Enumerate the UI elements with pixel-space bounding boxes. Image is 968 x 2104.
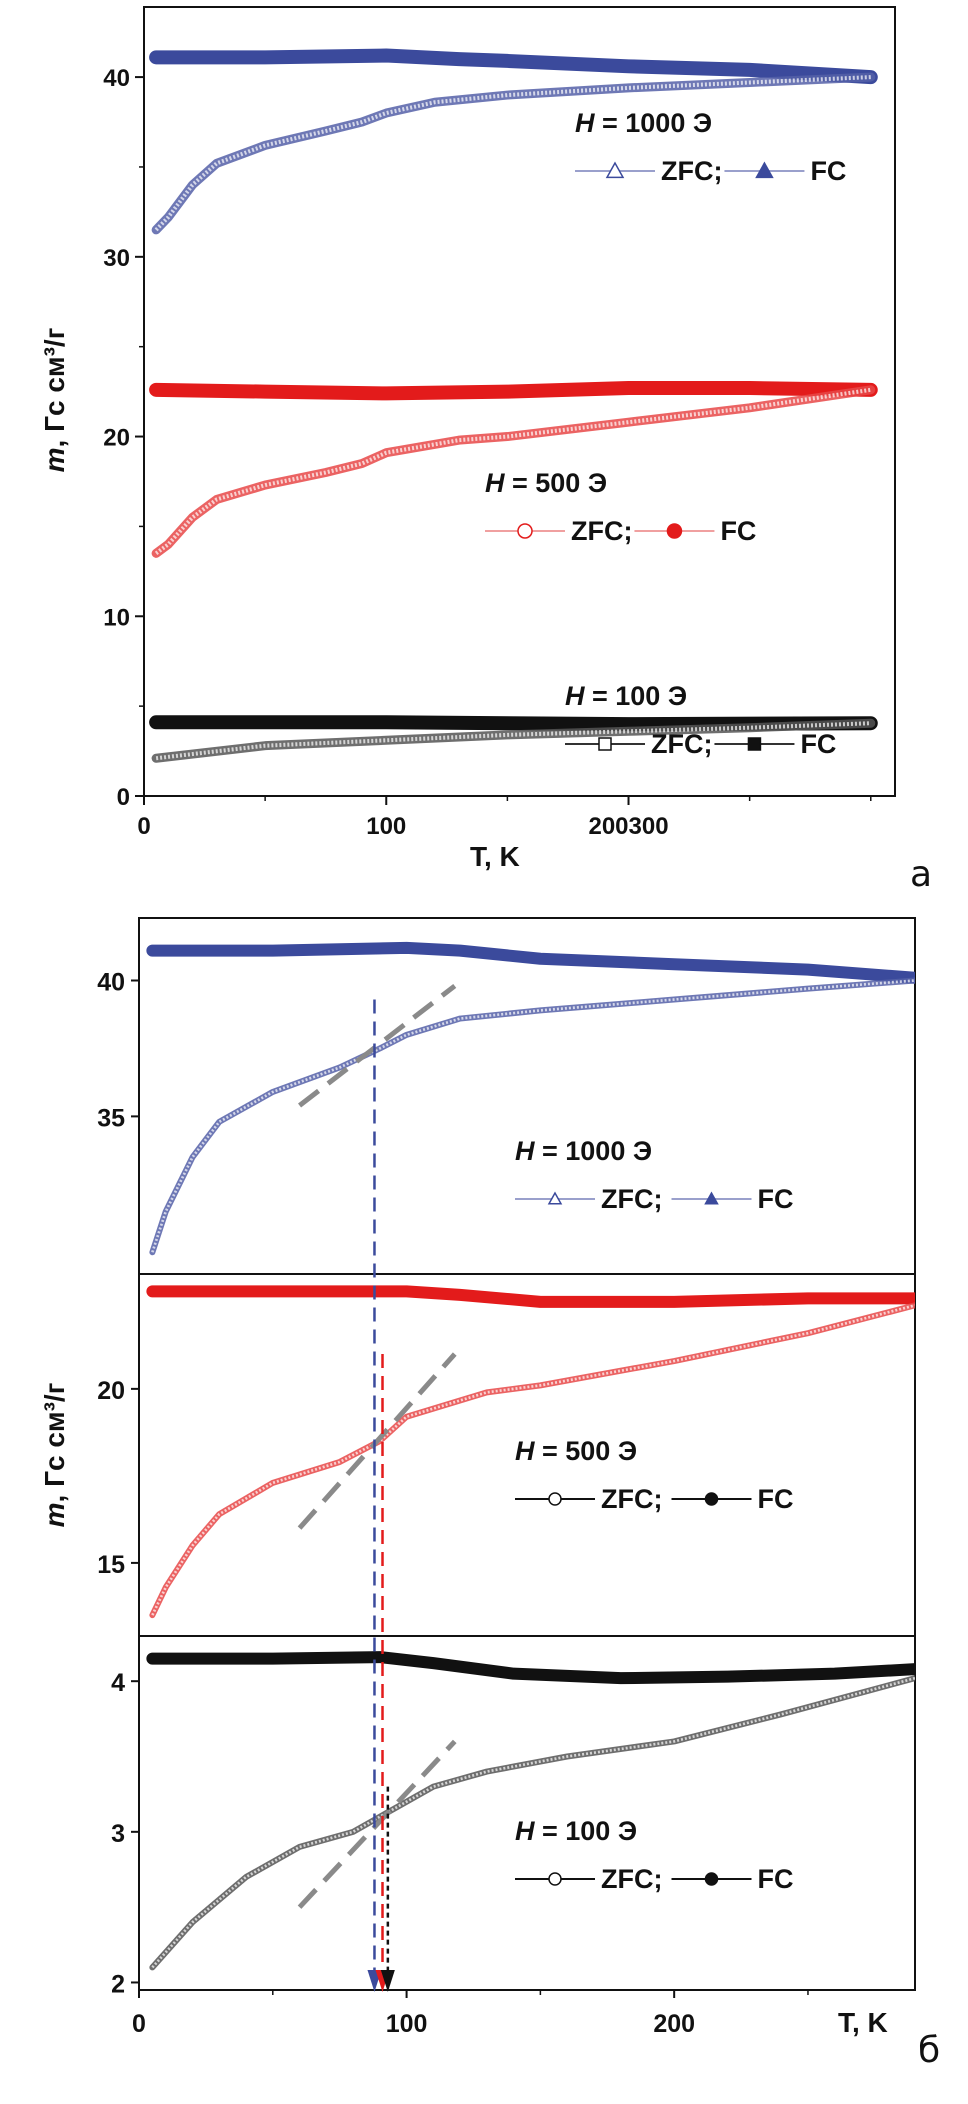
legend-zfc-label: ZFC; xyxy=(601,1864,662,1894)
open-circle-icon xyxy=(548,1872,562,1886)
legend-title: H = 100 Э xyxy=(515,1816,637,1846)
x-axis-label: T, K xyxy=(470,841,520,872)
x-tick-label: 0 xyxy=(137,813,150,840)
y-tick-label: 4 xyxy=(111,1669,125,1697)
zfc-curve xyxy=(151,385,876,558)
legend: H = 100 Э ZFC; FC xyxy=(565,681,836,759)
series-zfc xyxy=(151,72,876,235)
arrow-down-icon xyxy=(380,1970,395,1992)
legend-title: H = 1000 Э xyxy=(515,1136,652,1166)
y-axis-label: m, Гс см³/г xyxy=(39,328,70,473)
y-tick-label: 40 xyxy=(97,969,125,997)
y-tick-label: 0 xyxy=(117,784,130,811)
fc-curve xyxy=(149,48,878,85)
legend-title: H = 100 Э xyxy=(565,681,687,711)
series-zfc xyxy=(151,385,876,558)
filled-square-icon xyxy=(747,737,762,751)
series-fc xyxy=(146,1285,915,1308)
open-triangle-icon xyxy=(547,1191,563,1205)
tangent-line xyxy=(298,983,457,1108)
legend-fc-label: FC xyxy=(800,729,836,759)
legend-title: H = 500 Э xyxy=(485,468,607,498)
legend-fc-label: FC xyxy=(758,1484,794,1514)
y-tick-label: 20 xyxy=(103,425,130,452)
filled-circle-icon xyxy=(666,523,683,539)
legend: H = 500 Э ZFC; FC xyxy=(515,1436,794,1514)
filled-triangle-icon xyxy=(704,1191,719,1205)
x-tick-label: 200300 xyxy=(588,813,668,840)
y-tick-label: 10 xyxy=(103,604,130,631)
open-triangle-icon xyxy=(605,161,625,179)
plot-frame xyxy=(143,6,896,797)
series-fc xyxy=(146,941,915,984)
series-fc xyxy=(146,1651,915,1685)
filled-triangle-icon xyxy=(755,161,774,179)
fc-curve xyxy=(149,381,878,401)
subplot-frame xyxy=(138,1635,916,1991)
y-tick-label: 15 xyxy=(97,1551,125,1579)
legend-title: H = 1000 Э xyxy=(575,108,712,138)
legend-zfc-label: ZFC; xyxy=(651,729,712,759)
x-tick-label: 100 xyxy=(366,813,406,840)
legend-fc-label: FC xyxy=(720,516,756,546)
y-axis-label: m, Гс см³/г xyxy=(39,1383,70,1528)
x-tick-label: 0 xyxy=(132,2010,146,2038)
legend: H = 1000 Э ZFC; FC xyxy=(575,108,846,186)
y-tick-label: 40 xyxy=(103,65,130,92)
zfc-curve-hatch xyxy=(151,1304,915,1616)
zfc-curve-hatch xyxy=(154,75,871,232)
fc-curve xyxy=(146,1285,915,1308)
legend-zfc-label: ZFC; xyxy=(571,516,632,546)
x-axis-label: T, K xyxy=(838,2007,888,2038)
fc-curve xyxy=(146,941,915,984)
legend-fc-label: FC xyxy=(810,156,846,186)
fc-curve xyxy=(146,1651,915,1685)
y-tick-label: 35 xyxy=(97,1104,125,1132)
tangent-line xyxy=(297,1352,457,1530)
y-tick-label: 3 xyxy=(111,1820,125,1848)
series-zfc xyxy=(149,977,915,1256)
legend-fc-label: FC xyxy=(758,1184,794,1214)
y-tick-label: 30 xyxy=(103,245,130,272)
series-fc xyxy=(149,381,878,401)
open-square-icon xyxy=(598,737,612,751)
panel-letter-a: а xyxy=(910,854,932,895)
zfc-curve xyxy=(151,72,876,235)
filled-circle-icon xyxy=(704,1492,719,1506)
legend: H = 500 Э ZFC; FC xyxy=(485,468,756,546)
zfc-curve-hatch xyxy=(151,1676,915,1969)
series-fc xyxy=(149,48,878,85)
filled-circle-icon xyxy=(704,1872,719,1886)
legend-title: H = 500 Э xyxy=(515,1436,637,1466)
legend-zfc-label: ZFC; xyxy=(661,156,722,186)
x-tick-label: 100 xyxy=(386,2010,428,2038)
tangent-line xyxy=(297,1739,457,1909)
series-zfc xyxy=(149,1675,915,1971)
panel-letter-b: б xyxy=(918,2030,940,2071)
zfc-curve xyxy=(149,977,915,1256)
legend: H = 1000 Э ZFC; FC xyxy=(515,1136,794,1214)
y-tick-label: 20 xyxy=(97,1377,125,1405)
legend-zfc-label: ZFC; xyxy=(601,1484,662,1514)
open-circle-icon xyxy=(548,1492,562,1506)
open-circle-icon xyxy=(517,523,533,539)
legend: H = 100 Э ZFC; FC xyxy=(515,1816,794,1894)
y-tick-label: 2 xyxy=(111,1970,125,1998)
zfc-curve-hatch xyxy=(155,721,871,761)
zfc-curve-hatch xyxy=(151,979,915,1253)
legend-fc-label: FC xyxy=(758,1864,794,1894)
x-tick-label: 200 xyxy=(653,2010,695,2038)
legend-zfc-label: ZFC; xyxy=(601,1184,662,1214)
series-zfc xyxy=(151,718,876,763)
